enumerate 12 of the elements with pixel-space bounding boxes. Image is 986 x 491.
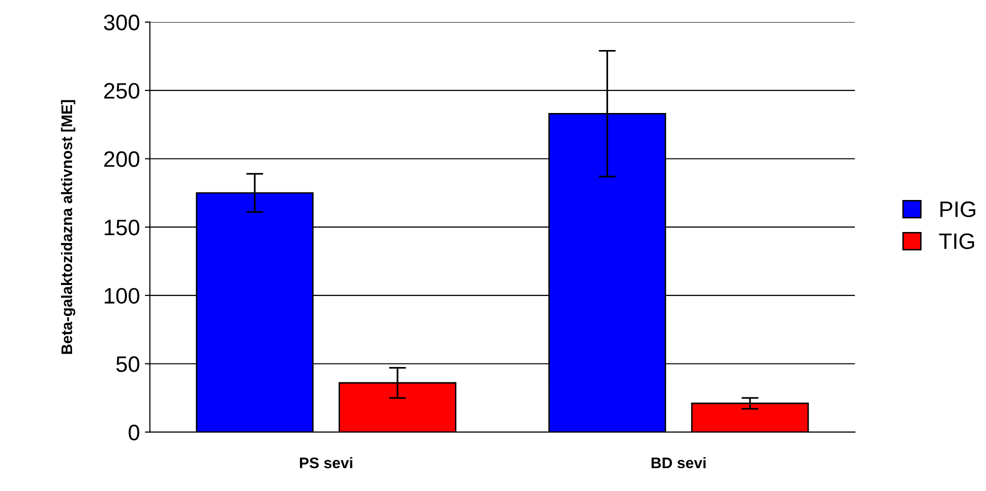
- y-tick-label: 200: [104, 151, 140, 168]
- y-tick-label: 300: [104, 14, 140, 30]
- y-axis-title: Beta-galaktozidazna aktivnost [ME]: [60, 100, 76, 354]
- x-tick-label: PS sevi: [300, 457, 352, 468]
- y-tick-label: 50: [116, 356, 140, 372]
- x-tick-label: BD sevi: [652, 457, 706, 468]
- legend-label: PIG: [940, 201, 976, 218]
- y-tick-label: 150: [104, 220, 140, 236]
- y-tick-label: 0: [128, 424, 140, 440]
- y-tick-label: 250: [104, 82, 140, 99]
- y-tick-label: 100: [104, 288, 140, 304]
- legend-label: TIG: [939, 233, 974, 250]
